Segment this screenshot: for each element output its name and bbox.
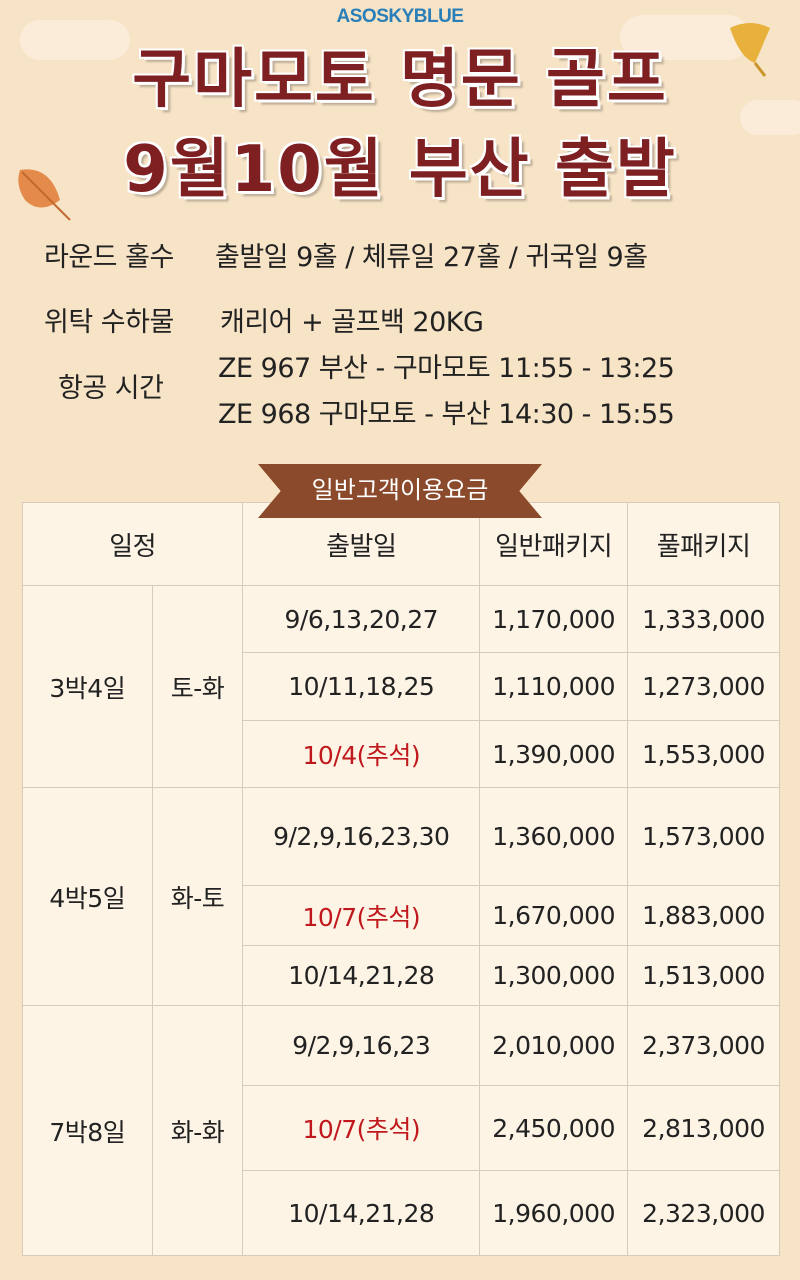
header-full-package: 풀패키지 [627,502,780,586]
basic-package-price: 1,110,000 [479,652,629,721]
basic-package-price: 1,390,000 [479,720,629,788]
basic-package-price: 1,300,000 [479,945,629,1006]
full-package-price: 2,323,000 [627,1170,780,1256]
departure-date: 10/4(추석) [242,720,481,788]
oak-leaf-icon [18,169,71,221]
full-package-price: 1,883,000 [627,885,780,946]
table-row: 3박4일 토-화 9/6,13,20,27 1,170,000 1,333,000 [22,585,780,788]
departure-date: 10/7(추석) [242,885,481,946]
rounds-value: 출발일 9홀 / 체류일 27홀 / 귀국일 9홀 [215,242,648,273]
full-package-price: 2,813,000 [627,1085,780,1171]
flight-outbound: ZE 967 부산 - 구마모토 11:55 - 13:25 [218,353,675,384]
title-line-2: 9월10월 부산 출발 [123,133,677,207]
cloud-decoration [620,15,750,60]
table-row: 4박5일 화-토 9/2,9,16,23,30 1,360,000 1,573,000 [22,787,780,1006]
cloud-decoration [740,100,800,135]
departure-date: 10/7(추석) [242,1085,481,1171]
table-row: 10/11,18,25 1,110,000 1,273,000 [23,652,780,721]
full-package-price: 1,333,000 [627,585,780,653]
full-package-price: 1,573,000 [627,787,780,886]
basic-package-price: 2,450,000 [479,1085,629,1171]
departure-date: 9/2,9,16,23,30 [242,787,481,886]
table-row: 10/14,21,28 1,960,000 2,323,000 [23,1170,780,1256]
flight-return: ZE 968 구마모토 - 부산 14:30 - 15:55 [218,399,675,430]
cloud-decoration [20,20,130,60]
departure-date: 10/11,18,25 [242,652,481,721]
full-package-price: 1,553,000 [627,720,780,788]
table-row: 10/7(추석) 2,450,000 2,813,000 [23,1085,780,1171]
title-line-1: 구마모토 명문 골프 [132,43,668,117]
schedule-nights: 3박4일 [22,585,153,788]
flight-label: 항공 시간 [58,373,164,404]
schedule-nights: 7박8일 [22,1005,153,1256]
baggage-value: 캐리어 + 골프백 20KG [220,307,484,338]
full-package-price: 2,373,000 [627,1005,780,1086]
ginkgo-leaf-icon [730,23,770,77]
table-row: 10/4(추석) 1,390,000 1,553,000 [23,720,780,788]
price-table: 일정 출발일 일반패키지 풀패키지 3박4일 토-화 9/6,13,20,27 1,1… [21,502,780,1256]
basic-package-price: 1,670,000 [479,885,629,946]
brand-logo: ASOSKYBLUE [336,6,464,27]
table-row: 7박8일 화-화 9/2,9,16,23 2,010,000 2,373,000 [22,1005,780,1256]
header-schedule: 일정 [21,502,244,586]
table-row: 10/14,21,28 1,300,000 1,513,000 [23,945,780,1006]
departure-date: 10/14,21,28 [242,945,481,1006]
basic-package-price: 1,960,000 [479,1170,629,1256]
schedule-days: 화-화 [151,1005,244,1256]
schedule-days: 화-토 [151,787,244,1006]
full-package-price: 1,513,000 [627,945,780,1006]
departure-date: 9/6,13,20,27 [242,585,481,653]
schedule-nights: 4박5일 [22,787,153,1006]
schedule-days: 토-화 [151,585,244,788]
basic-package-price: 2,010,000 [479,1005,629,1086]
baggage-label: 위탁 수하물 [44,307,174,338]
departure-date: 9/2,9,16,23 [242,1005,481,1086]
departure-date: 10/14,21,28 [242,1170,481,1256]
rounds-label: 라운드 홀수 [44,242,174,273]
price-ribbon: 일반고객이용요금 [258,464,542,518]
full-package-price: 1,273,000 [627,652,780,721]
basic-package-price: 1,170,000 [479,585,629,653]
basic-package-price: 1,360,000 [479,787,629,886]
